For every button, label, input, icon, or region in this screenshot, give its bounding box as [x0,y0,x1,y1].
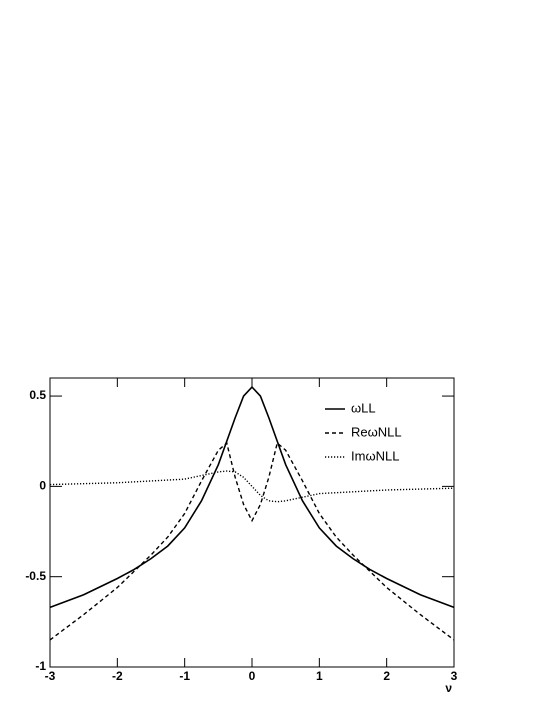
series-line [49,385,455,609]
x-axis-label: ν [445,681,452,695]
plot-frame [49,377,455,668]
y-tick-label: -0.5 [25,569,46,583]
x-tick-label: -3 [45,669,56,683]
legend-label: ωLL [351,400,376,415]
y-tick-label: 0.5 [29,388,46,402]
series-line [49,470,455,503]
legend-label: ImωNLL [351,448,399,463]
x-tick-label: 1 [316,669,323,683]
x-tick-label: -1 [179,669,190,683]
legend-label: ReωNLL [351,424,402,439]
x-tick-label: 3 [451,669,458,683]
x-tick-label: 2 [383,669,390,683]
x-tick-label: -2 [112,669,123,683]
y-tick-label: 0 [39,479,46,493]
series-line [49,441,455,641]
x-tick-label: 0 [249,669,256,683]
y-tick-label: -1 [35,659,46,673]
